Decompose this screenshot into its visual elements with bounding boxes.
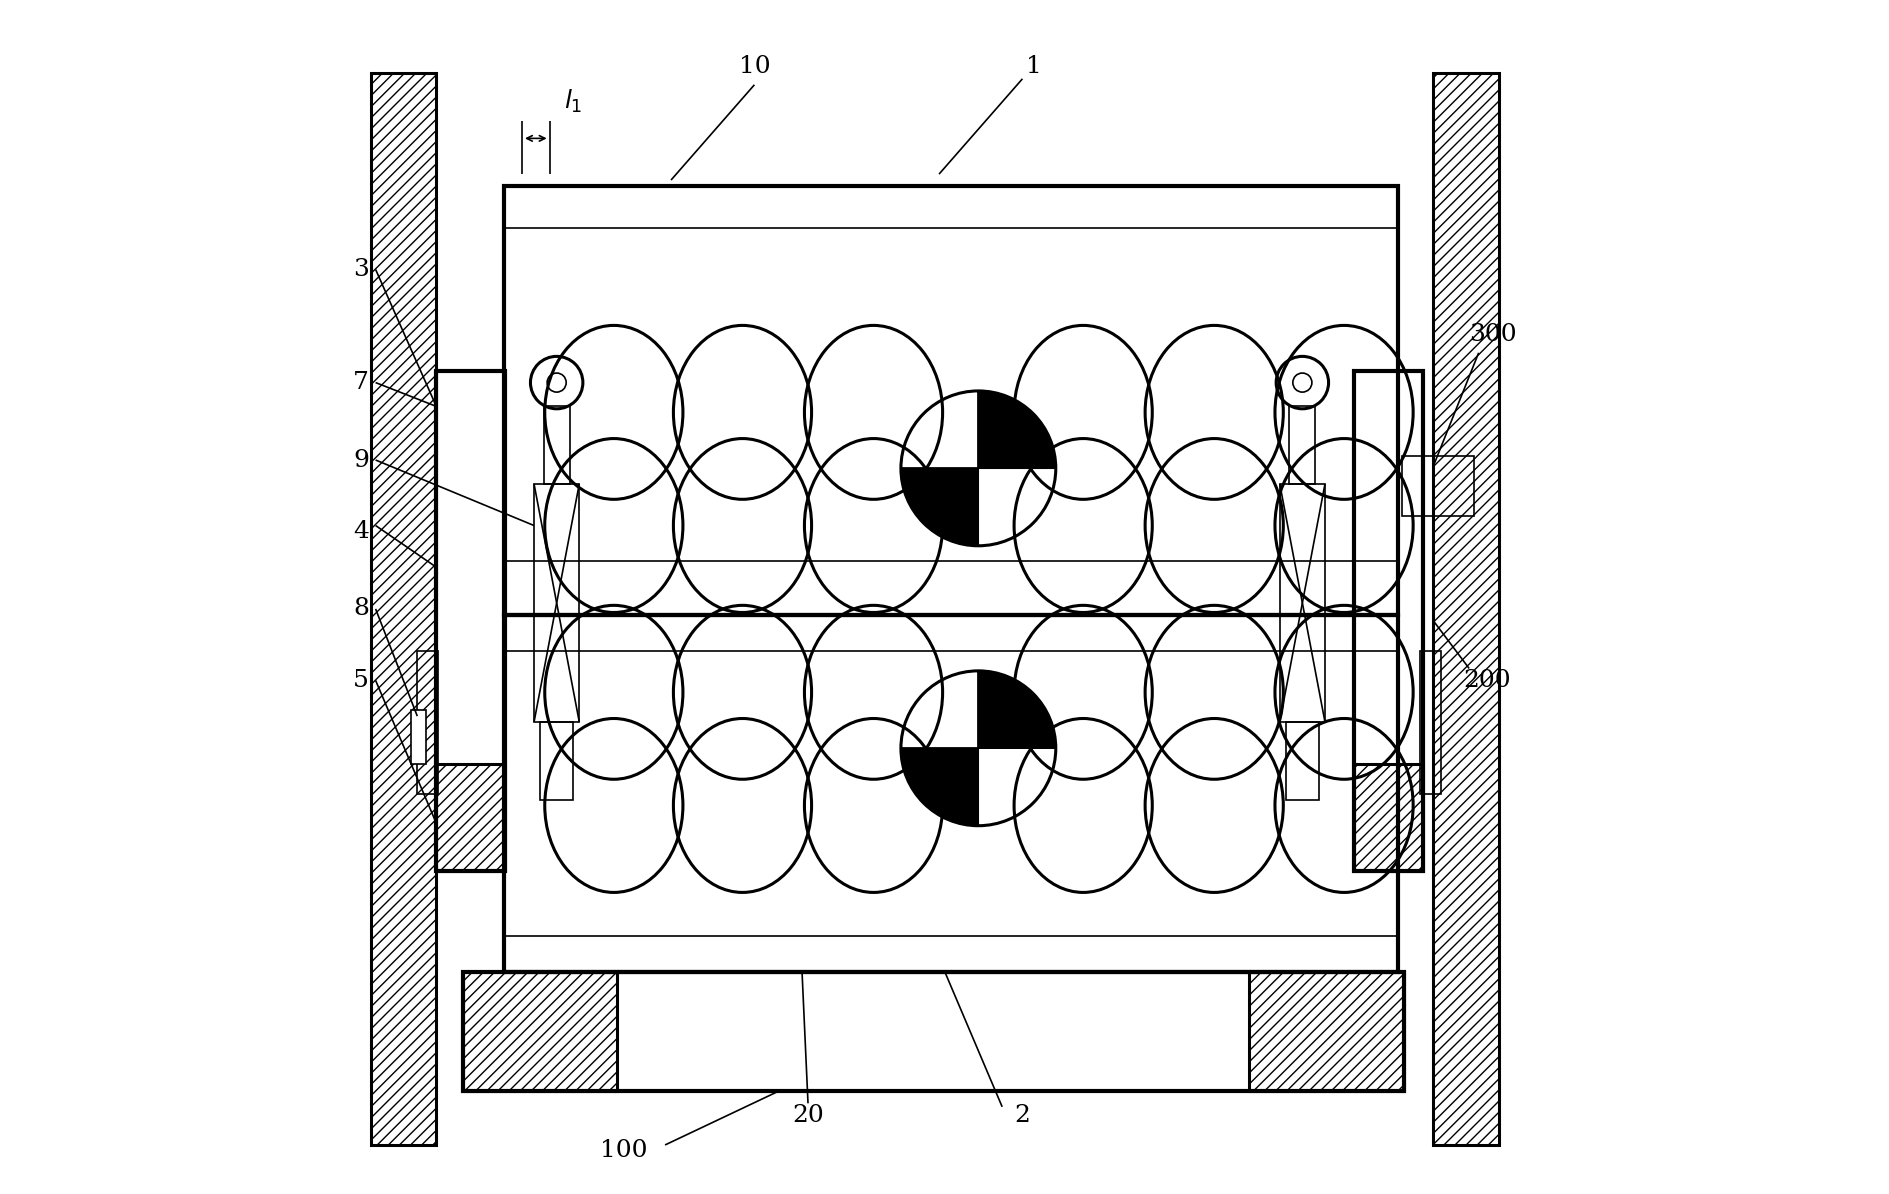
- Polygon shape: [901, 468, 979, 546]
- Bar: [1249, 972, 1404, 1091]
- Text: 2: 2: [1014, 1103, 1030, 1127]
- Bar: [1432, 73, 1498, 1145]
- Bar: [504, 615, 1398, 972]
- Bar: [1285, 722, 1319, 800]
- Text: 5: 5: [353, 669, 368, 691]
- Bar: [1288, 406, 1315, 484]
- Text: 300: 300: [1468, 324, 1517, 346]
- Bar: [1353, 370, 1422, 870]
- Text: 7: 7: [353, 371, 368, 394]
- Text: 10: 10: [739, 55, 771, 79]
- Bar: [1279, 484, 1324, 722]
- Bar: [436, 764, 504, 870]
- Text: 200: 200: [1462, 669, 1509, 691]
- Bar: [1419, 651, 1439, 794]
- Bar: [540, 722, 572, 800]
- Polygon shape: [979, 390, 1056, 468]
- Bar: [1353, 764, 1422, 870]
- Text: 100: 100: [599, 1139, 646, 1163]
- Text: 3: 3: [353, 258, 368, 281]
- Polygon shape: [901, 749, 979, 826]
- Bar: [412, 710, 425, 764]
- Text: 20: 20: [791, 1103, 824, 1127]
- Bar: [504, 186, 1398, 615]
- Text: $l_1$: $l_1$: [563, 88, 582, 115]
- Text: 9: 9: [353, 449, 368, 472]
- Text: 1: 1: [1026, 55, 1041, 79]
- Text: 4: 4: [353, 519, 368, 543]
- Bar: [535, 484, 580, 722]
- Bar: [370, 73, 436, 1145]
- Bar: [463, 972, 1404, 1091]
- Bar: [544, 406, 569, 484]
- Bar: [417, 651, 438, 794]
- Bar: [436, 370, 504, 870]
- Text: 8: 8: [353, 597, 368, 621]
- Bar: [1402, 456, 1473, 516]
- Bar: [463, 972, 618, 1091]
- Polygon shape: [979, 671, 1056, 749]
